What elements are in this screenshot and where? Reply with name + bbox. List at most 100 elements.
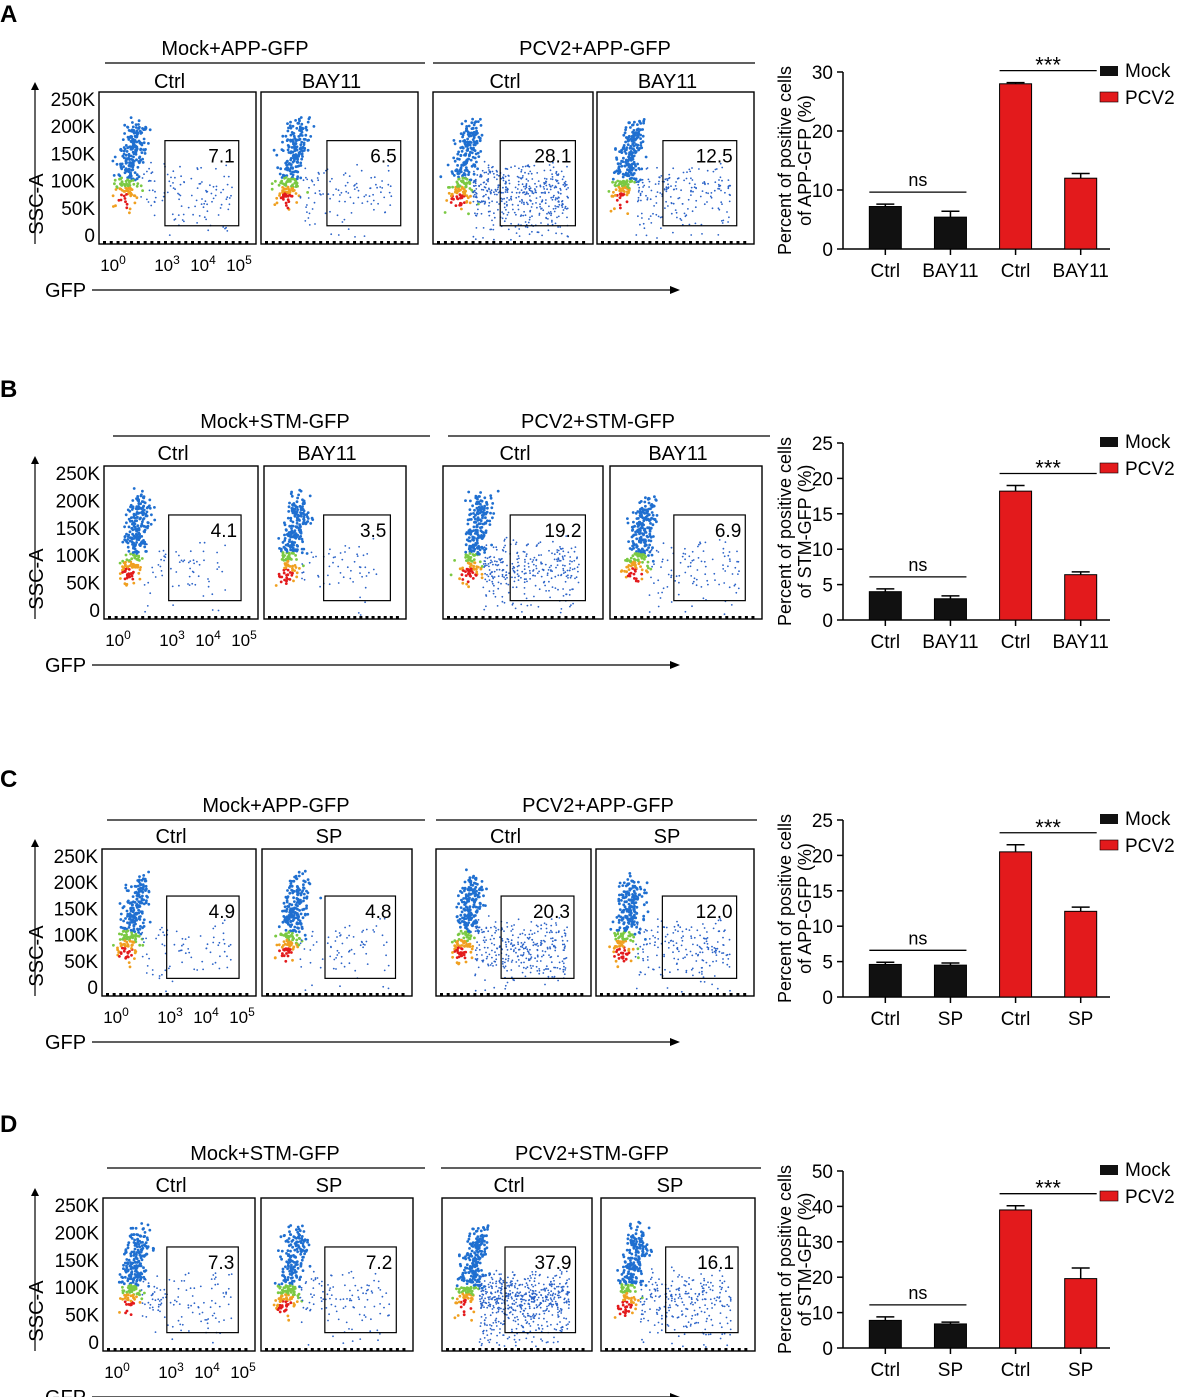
event-dot [635,146,639,150]
event-dot [464,499,467,502]
event-dot [123,943,127,947]
event-dot [346,181,349,184]
event-dot [282,915,286,918]
axis-minor-tick [519,241,523,244]
event-dot [500,191,503,194]
event-dot [286,954,290,958]
event-dot [639,137,642,141]
axis-minor-tick [291,993,295,996]
event-dot [449,194,453,198]
event-dot [302,899,305,903]
event-dot [356,186,358,189]
event-dot [220,191,222,194]
event-dot [115,162,119,166]
condition-label: SP [316,826,343,848]
event-dot [142,925,146,928]
event-dot [296,157,300,161]
event-dot [540,554,543,556]
event-dot [622,147,626,151]
axis-minor-tick [145,993,149,996]
event-dot [289,157,293,160]
event-dot [677,197,680,200]
event-dot [476,167,479,171]
event-dot [275,201,279,205]
event-dot [389,185,392,188]
event-dot [286,129,290,133]
event-dot [475,524,479,527]
event-dot [289,133,293,137]
event-dot [618,196,622,200]
event-dot [129,194,133,198]
event-dot [516,175,519,178]
event-dot [721,203,723,206]
event-dot [476,497,479,501]
event-dot [385,954,387,957]
event-dot [301,508,305,511]
event-dot [640,212,643,215]
event-dot [220,203,223,206]
event-dot [476,541,479,545]
event-dot [644,544,648,547]
event-dot [329,548,331,551]
event-dot [141,943,145,947]
event-dot [535,567,538,570]
event-dot [130,527,134,530]
axis-minor-tick [192,993,196,996]
event-dot [561,200,564,202]
event-dot [299,164,303,167]
event-dot [638,536,642,540]
event-dot [130,562,134,566]
event-dot [555,172,557,175]
event-dot [575,576,578,579]
event-dot [118,955,121,958]
event-dot [306,878,310,881]
event-dot [300,939,303,941]
event-dot [278,192,282,196]
event-dot [688,223,691,226]
event-dot [539,196,542,198]
event-dot [649,535,653,539]
event-dot [488,590,491,593]
event-dot [539,541,542,544]
event-dot [335,188,337,191]
event-dot [460,944,464,947]
event-dot [296,904,299,908]
event-dot [531,190,534,193]
y-tick-label: 0 [84,226,95,247]
event-dot [654,499,658,502]
axis-minor-tick [116,241,120,244]
event-dot [647,178,650,181]
event-dot [131,158,135,162]
event-dot [129,135,133,138]
event-dot [299,531,302,534]
event-dot [704,183,706,186]
event-dot [655,549,658,552]
axis-minor-tick [356,993,360,996]
event-dot [645,518,648,522]
event-dot [132,537,136,540]
axis-minor-tick [330,993,334,996]
event-dot [557,549,560,552]
event-dot [464,570,467,573]
event-dot [680,189,682,192]
event-dot [468,552,472,555]
event-dot [533,164,536,167]
event-dot [477,919,480,921]
event-dot [137,571,141,575]
event-dot [282,545,286,549]
event-dot [455,905,459,909]
axis-minor-tick [375,993,379,996]
event-dot [273,203,277,207]
event-dot [460,947,464,951]
event-dot [201,198,203,200]
event-dot [465,200,469,204]
event-dot [290,923,294,927]
event-dot [620,159,623,163]
axis-minor-tick [305,241,309,244]
event-dot [211,200,213,203]
event-dot [524,558,526,561]
event-dot [486,955,489,958]
event-dot [288,902,292,906]
event-dot [479,519,483,523]
event-dot [148,504,151,508]
